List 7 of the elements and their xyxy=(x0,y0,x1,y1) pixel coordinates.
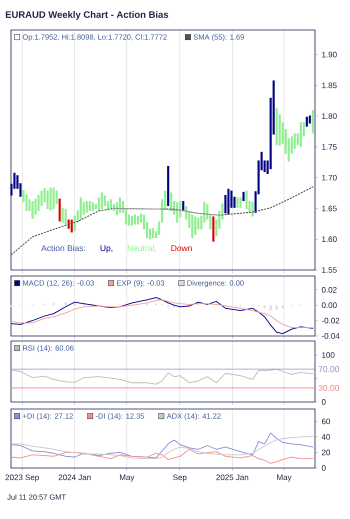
legend-title: Action Bias: xyxy=(41,244,86,252)
series-label: Neutral, xyxy=(128,244,156,252)
ref-line-label: 30.00 xyxy=(318,384,340,391)
text: Down xyxy=(171,245,192,252)
chart-title: EURAUD Weekly Chart - Action Bias xyxy=(6,10,168,20)
ref-line-label: 70.00 xyxy=(318,366,340,372)
text: Up, xyxy=(100,245,112,253)
